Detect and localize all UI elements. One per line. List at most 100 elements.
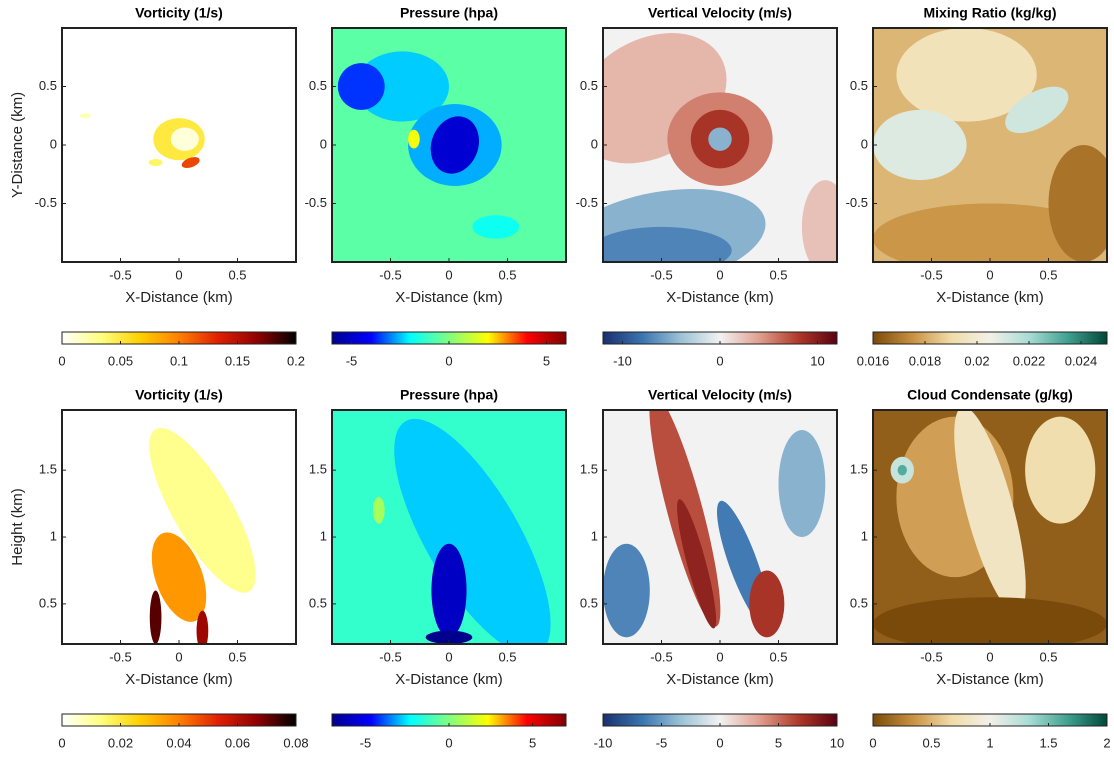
colorbar-tick-label: 0.022 <box>1013 353 1046 368</box>
colorbar <box>873 332 1107 344</box>
colorbar-tick-label: 0.5 <box>922 735 940 750</box>
panel-title: Vorticity (1/s) <box>135 387 223 403</box>
x-tick-label: -0.5 <box>920 267 942 282</box>
colorbar-tick-label: 2 <box>1103 735 1110 750</box>
field <box>603 390 837 644</box>
colorbar-tick-label: -10 <box>613 353 632 368</box>
colorbar-tick-label: -5 <box>656 735 668 750</box>
y-tick-label: 0.5 <box>39 595 57 610</box>
y-tick-label: 1 <box>320 528 327 543</box>
x-tick-label: -0.5 <box>650 649 672 664</box>
colorbar-tick-label: 0.06 <box>225 735 250 750</box>
contour-region <box>338 63 385 110</box>
contour-region <box>408 130 420 149</box>
panel-title: Mixing Ratio (kg/kg) <box>924 5 1057 21</box>
colorbar-tick-label: 0 <box>58 353 65 368</box>
y-tick-label: 0.5 <box>850 78 868 93</box>
colorbar-tick-label: 0 <box>445 353 452 368</box>
y-tick-label: -0.5 <box>35 195 57 210</box>
x-tick-label: 0.5 <box>498 649 516 664</box>
colorbar-tick-label: -10 <box>594 735 613 750</box>
x-tick-label: 0.5 <box>228 649 246 664</box>
colorbar-tick-label: -5 <box>360 735 372 750</box>
y-axis-label: Y-Distance (km) <box>9 92 26 198</box>
y-tick-label: 0 <box>320 136 327 151</box>
colorbar-tick-label: 0.08 <box>283 735 308 750</box>
field <box>873 28 1114 274</box>
colorbar-tick-label: 0.018 <box>909 353 942 368</box>
x-tick-label: 0.5 <box>769 267 787 282</box>
contour-region <box>749 570 784 637</box>
x-tick-label: -0.5 <box>109 267 131 282</box>
y-tick-label: 1 <box>861 528 868 543</box>
contour-region <box>873 110 967 180</box>
x-tick-label: 0.5 <box>1039 649 1057 664</box>
y-tick-label: 0.5 <box>580 78 598 93</box>
colorbar-tick-label: 0.05 <box>108 353 133 368</box>
y-tick-label: 0 <box>50 136 57 151</box>
y-tick-label: 0.5 <box>39 78 57 93</box>
field <box>332 28 566 262</box>
colorbar-tick-label: 0.02 <box>964 353 989 368</box>
colorbar-tick-label: 1.5 <box>1039 735 1057 750</box>
contour-region <box>373 497 385 524</box>
x-axis-label: X-Distance (km) <box>125 671 233 688</box>
x-tick-label: 0 <box>986 267 993 282</box>
x-tick-label: 0 <box>716 267 723 282</box>
panel-title: Vorticity (1/s) <box>135 5 223 21</box>
colorbar-tick-label: -5 <box>346 353 358 368</box>
colorbar-tick-label: 0 <box>869 735 876 750</box>
colorbar-tick-label: 5 <box>543 353 550 368</box>
colorbar-tick-label: 5 <box>529 735 536 750</box>
x-tick-label: -0.5 <box>109 649 131 664</box>
x-tick-label: 0 <box>175 649 182 664</box>
y-tick-label: 1.5 <box>580 462 598 477</box>
colorbar-tick-label: 0.1 <box>170 353 188 368</box>
contour-region <box>150 591 162 644</box>
panel-title: Cloud Condensate (g/kg) <box>907 387 1073 403</box>
x-tick-label: -0.5 <box>650 267 672 282</box>
colorbar-tick-label: 0 <box>716 353 723 368</box>
x-tick-label: 0 <box>445 649 452 664</box>
x-tick-label: 0.5 <box>769 649 787 664</box>
colorbar-tick-label: 0.04 <box>166 735 191 750</box>
x-tick-label: -0.5 <box>379 267 401 282</box>
x-axis-label: X-Distance (km) <box>395 671 503 688</box>
colorbar-tick-label: 5 <box>775 735 782 750</box>
x-axis-label: X-Distance (km) <box>936 289 1044 306</box>
x-tick-label: 0.5 <box>228 267 246 282</box>
contour-region <box>149 159 163 166</box>
colorbar-tick-label: 0.15 <box>225 353 250 368</box>
contour-region <box>708 127 731 150</box>
x-tick-label: 0 <box>445 267 452 282</box>
colorbar-tick-label: 0.016 <box>857 353 890 368</box>
y-tick-label: 0.5 <box>850 595 868 610</box>
x-tick-label: 0.5 <box>1039 267 1057 282</box>
x-axis-label: X-Distance (km) <box>666 671 774 688</box>
x-tick-label: 0 <box>716 649 723 664</box>
panel-title: Vertical Velocity (m/s) <box>648 5 792 21</box>
colorbar-tick-label: 10 <box>830 735 844 750</box>
contour-region <box>603 544 650 638</box>
y-tick-label: 0.5 <box>309 78 327 93</box>
field <box>332 398 580 676</box>
y-tick-label: -0.5 <box>576 195 598 210</box>
y-tick-label: 0 <box>861 136 868 151</box>
colorbar-tick-label: 10 <box>810 353 824 368</box>
panel-title: Pressure (hpa) <box>400 5 498 21</box>
colorbar-tick-label: 0.024 <box>1065 353 1098 368</box>
contour-region <box>80 113 92 118</box>
y-tick-label: -0.5 <box>305 195 327 210</box>
x-tick-label: 0.5 <box>498 267 516 282</box>
y-tick-label: 0.5 <box>580 595 598 610</box>
contour-region <box>431 544 466 638</box>
contour-region <box>1025 417 1095 524</box>
panel-title: Pressure (hpa) <box>400 387 498 403</box>
colorbar-tick-label: 0.2 <box>287 353 305 368</box>
x-axis-label: X-Distance (km) <box>395 289 503 306</box>
x-axis-label: X-Distance (km) <box>666 289 774 306</box>
colorbar-tick-label: 0 <box>716 735 723 750</box>
contour-region <box>802 180 849 274</box>
x-tick-label: -0.5 <box>920 649 942 664</box>
field <box>550 7 849 303</box>
